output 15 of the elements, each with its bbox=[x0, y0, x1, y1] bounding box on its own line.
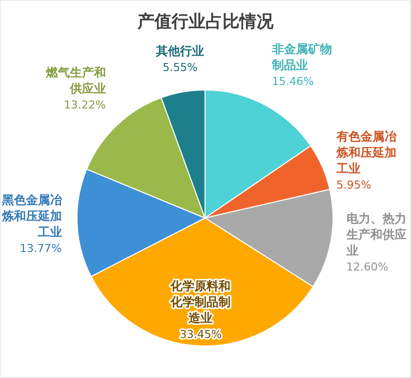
data-label: 5.95% bbox=[336, 178, 372, 192]
chart-title: 产值行业占比情况 bbox=[136, 12, 274, 32]
slice-label: 黑色金属冶炼和压延加工业 bbox=[0, 192, 63, 239]
data-label: 15.46% bbox=[272, 75, 314, 88]
slice-label: 燃气生产和供应业 bbox=[44, 65, 106, 96]
data-label: 33.45% bbox=[180, 328, 222, 342]
slice-label: 有色金属冶炼和压延加工业 bbox=[335, 130, 398, 176]
slice-label: 化学原料和化学制品制造业 bbox=[170, 279, 231, 326]
data-label: 13.22% bbox=[64, 98, 106, 112]
slice-label: 其他行业 bbox=[155, 44, 204, 58]
data-label: 12.60% bbox=[346, 260, 388, 274]
data-label: 5.55% bbox=[162, 60, 198, 74]
slice-label: 电力、热力生产和供应业 bbox=[345, 211, 406, 258]
data-label: 13.77% bbox=[20, 242, 62, 255]
slice-label: 非金属矿物制品业 bbox=[270, 42, 332, 72]
